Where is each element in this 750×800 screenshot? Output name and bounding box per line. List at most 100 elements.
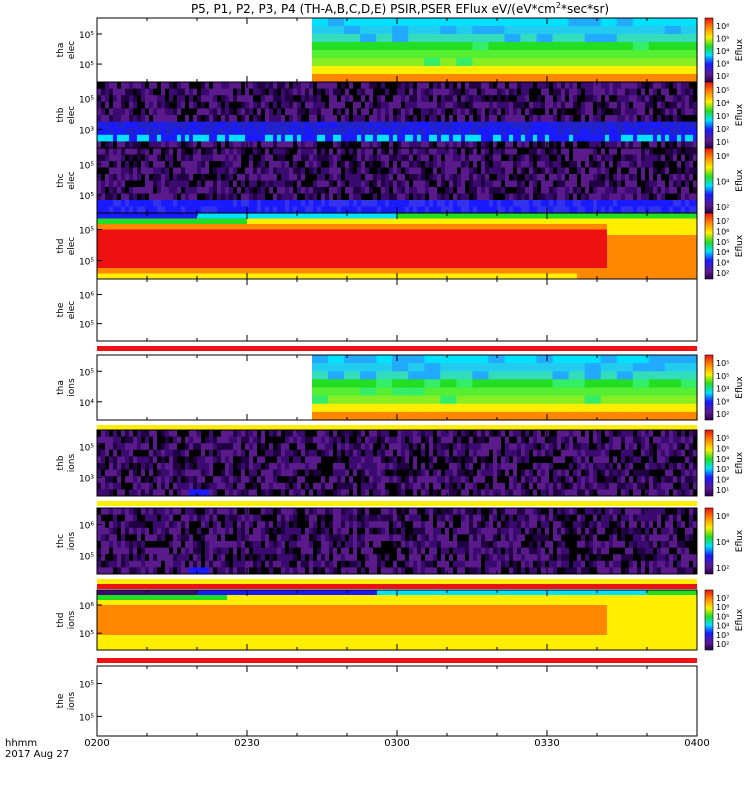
spectrogram-cell bbox=[145, 430, 150, 437]
spectrogram-cell bbox=[265, 443, 270, 451]
spectrogram-cell bbox=[169, 101, 174, 109]
spectrogram-cell bbox=[247, 229, 258, 236]
spectrogram-cell bbox=[437, 88, 442, 96]
spectrogram-cell bbox=[321, 443, 326, 451]
spectrogram-cell bbox=[337, 193, 342, 201]
spectrogram-cell bbox=[317, 180, 322, 188]
spectrogram-cell bbox=[509, 174, 514, 181]
spectrogram-cell bbox=[405, 200, 410, 207]
spectrogram-cell bbox=[285, 489, 290, 497]
spectrogram-cell bbox=[605, 88, 610, 96]
spectrogram-cell bbox=[127, 229, 138, 236]
spectrogram-cell bbox=[549, 180, 554, 188]
spectrogram-cell bbox=[101, 456, 106, 464]
spectrogram-cell bbox=[509, 154, 514, 162]
spectrogram-cell bbox=[97, 463, 102, 470]
spectrogram-cell bbox=[441, 161, 446, 168]
spectrogram-cell bbox=[149, 200, 154, 207]
spectrogram-cell bbox=[157, 213, 168, 219]
spectrogram-cell bbox=[185, 88, 190, 96]
spectrogram-cell bbox=[621, 193, 626, 201]
spectrogram-cell bbox=[189, 187, 194, 194]
spectrogram-cell bbox=[209, 489, 214, 497]
spectrogram-cell bbox=[157, 180, 162, 188]
spectrogram-cell bbox=[149, 463, 154, 470]
spectrogram-cell bbox=[389, 187, 394, 194]
spectrogram-cell bbox=[365, 187, 370, 194]
spectrogram-cell bbox=[373, 180, 378, 188]
spectrogram-cell bbox=[157, 121, 162, 129]
spectrogram-cell bbox=[273, 161, 278, 168]
spectrogram-cell bbox=[649, 206, 654, 214]
spectrogram-cell bbox=[147, 213, 158, 219]
spectrogram-cell bbox=[469, 148, 474, 155]
spectrogram-cell bbox=[547, 273, 558, 280]
spectrogram-cell bbox=[349, 187, 354, 194]
spectrogram-cell bbox=[265, 95, 270, 103]
spectrogram-cell bbox=[437, 268, 448, 274]
spectrogram-cell bbox=[281, 167, 286, 175]
spectrogram-cell bbox=[573, 128, 578, 136]
spectrogram-cell bbox=[297, 82, 302, 89]
spectrogram-cell bbox=[257, 161, 262, 168]
spectrogram-cell bbox=[237, 154, 242, 162]
spectrogram-cell bbox=[125, 200, 130, 207]
spectrogram-cell bbox=[341, 115, 346, 122]
spectrogram-cell bbox=[520, 379, 538, 389]
spectrogram-cell bbox=[217, 193, 222, 201]
spectrogram-cell bbox=[193, 449, 198, 457]
spectrogram-cell bbox=[125, 463, 130, 470]
spectrogram-cell bbox=[613, 206, 618, 214]
spectrogram-cell bbox=[345, 115, 350, 122]
spectrogram-cell bbox=[177, 167, 182, 175]
spectrogram-cell bbox=[312, 411, 329, 421]
spectrogram-cell bbox=[217, 262, 228, 269]
spectrogram-cell bbox=[529, 95, 534, 103]
spectrogram-cell bbox=[273, 88, 278, 96]
spectrogram-cell bbox=[177, 268, 188, 274]
spectrogram-cell bbox=[616, 411, 634, 421]
spectrogram-cell bbox=[457, 224, 468, 230]
spectrogram-cell bbox=[233, 121, 238, 129]
spectrogram-cell bbox=[469, 167, 474, 175]
spectrogram-cell bbox=[613, 121, 618, 129]
spectrogram-cell bbox=[488, 395, 506, 405]
spectrogram-cell bbox=[193, 141, 198, 149]
spectrogram-cell bbox=[257, 224, 268, 230]
spectrogram-cell bbox=[573, 187, 578, 194]
spectrogram-cell bbox=[569, 134, 574, 142]
spectrogram-cell bbox=[277, 489, 282, 497]
spectrogram-cell bbox=[447, 213, 458, 219]
spectrogram-cell bbox=[189, 115, 194, 122]
spectrogram-cell bbox=[109, 167, 114, 175]
spectrogram-cell bbox=[127, 246, 138, 252]
spectrogram-cell bbox=[377, 193, 382, 201]
spectrogram-cell bbox=[661, 187, 666, 194]
spectrogram-cell bbox=[101, 430, 106, 437]
spectrogram-cell bbox=[237, 148, 242, 155]
spectrogram-cell bbox=[181, 476, 186, 484]
spectrogram-cell bbox=[225, 95, 230, 103]
spectrogram-cell bbox=[669, 101, 674, 109]
spectrogram-cell bbox=[648, 50, 666, 59]
spectrogram-cell bbox=[665, 200, 670, 207]
spectrogram-cell bbox=[593, 167, 598, 175]
spectrogram-cell bbox=[129, 134, 134, 142]
spectrogram-cell bbox=[249, 476, 254, 484]
spectrogram-cell bbox=[409, 206, 414, 214]
spectrogram-cell bbox=[105, 101, 110, 109]
spectrogram-cell bbox=[121, 121, 126, 129]
spectrogram-cell bbox=[137, 213, 148, 219]
spectrogram-cell bbox=[201, 436, 206, 444]
spectrogram-cell bbox=[405, 82, 410, 89]
spectrogram-cell bbox=[329, 161, 334, 168]
spectrogram-cell bbox=[616, 403, 634, 413]
spectrogram-cell bbox=[481, 206, 486, 214]
spectrogram-cell bbox=[677, 180, 682, 188]
spectrogram-cell bbox=[685, 206, 690, 214]
spectrogram-cell bbox=[473, 95, 478, 103]
spectrogram-cell bbox=[285, 141, 290, 149]
spectrogram-cell bbox=[645, 200, 650, 207]
spectrogram-cell bbox=[233, 95, 238, 103]
spectrogram-cell bbox=[609, 161, 614, 168]
